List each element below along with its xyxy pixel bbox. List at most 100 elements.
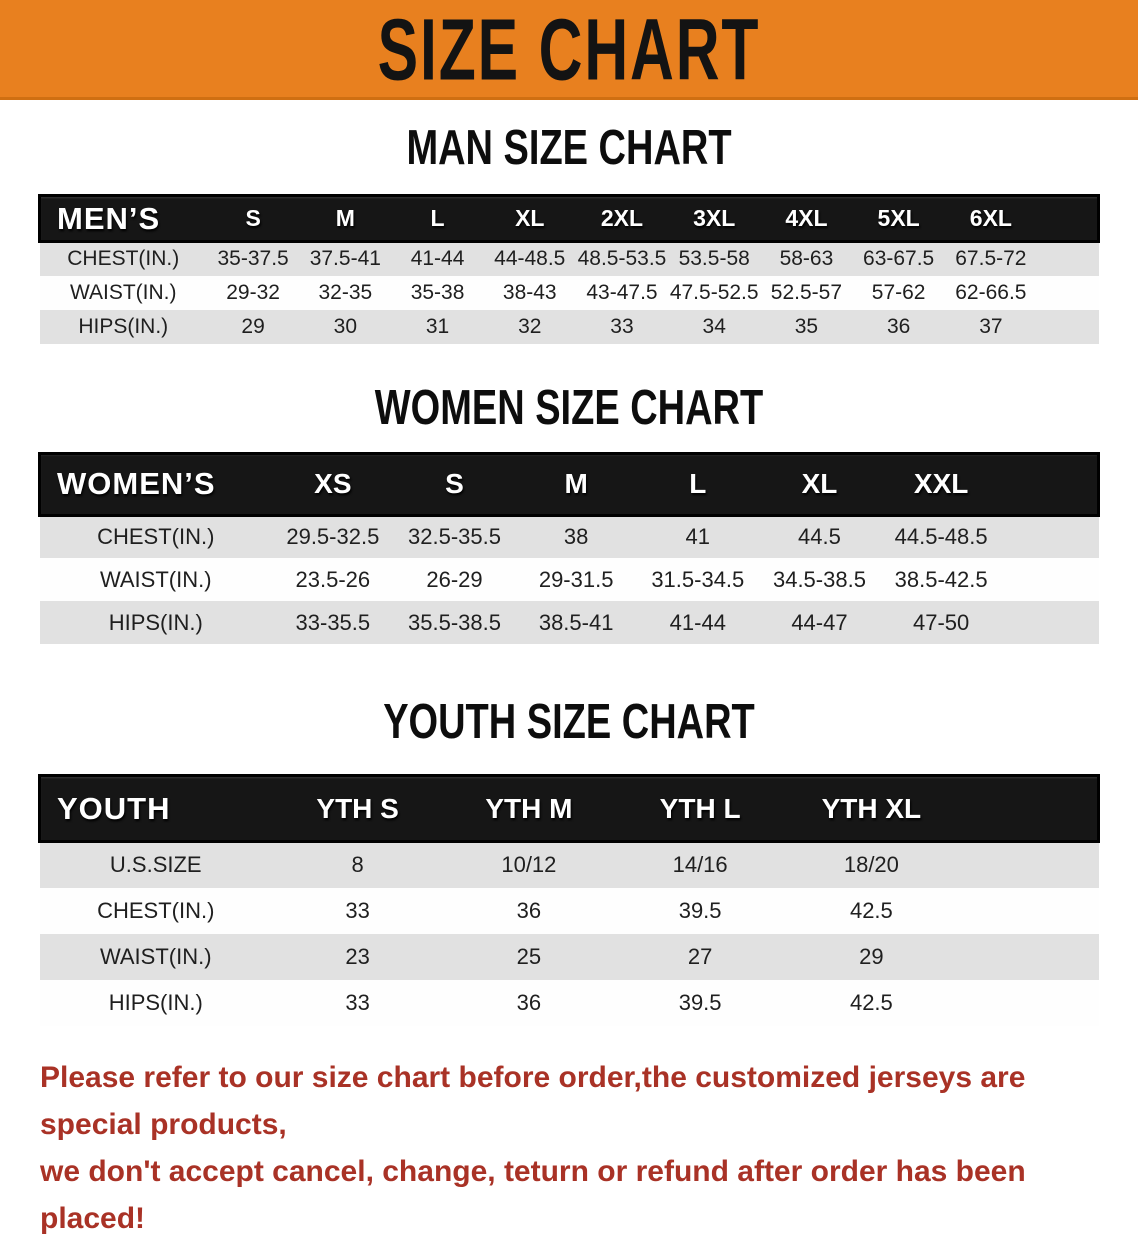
table-row: CHEST(IN.) 33 36 39.5 42.5: [39, 887, 1099, 934]
size-value-cell: 35-38: [410, 280, 465, 304]
size-value-cell: 41: [685, 524, 711, 550]
size-value-cell: 36: [516, 897, 542, 923]
measurement-label: HIPS(IN.): [78, 314, 169, 338]
header-filler: [957, 776, 1099, 842]
row-filler: [1037, 310, 1099, 344]
size-column-header: YTH XL: [821, 792, 922, 824]
measurement-label: WAIST(IN.): [69, 280, 177, 304]
size-value-cell: 37: [979, 314, 1003, 338]
disclaimer-line-1: Please refer to our size chart before or…: [40, 1060, 1026, 1141]
size-value-cell: 29: [859, 943, 884, 969]
size-value-cell: 63-67.5: [863, 247, 935, 271]
size-value-cell: 30: [333, 314, 357, 338]
table-title-cell: MEN’S: [57, 200, 161, 236]
size-value-cell: 29-31.5: [538, 566, 614, 592]
size-value-cell: 34: [702, 314, 726, 338]
size-value-cell: 27: [687, 943, 713, 969]
size-column-header: 4XL: [785, 205, 828, 231]
size-value-cell: 37.5-41: [309, 247, 381, 271]
table-title-cell: YOUTH: [57, 790, 171, 826]
size-value-cell: 42.5: [849, 897, 893, 923]
womens-size-table: WOMEN’S XS S M L XL XXL CHEST(IN.) 29.5-32.5 32.5…: [38, 452, 1100, 644]
size-column-header: XL: [515, 205, 545, 231]
size-value-cell: 33: [610, 314, 634, 338]
table-row: WAIST(IN.) 29-32 32-35 35-38 38-43 43-47.5 47.…: [39, 275, 1099, 310]
size-value-cell: 36: [516, 989, 542, 1015]
measurement-label: U.S.SIZE: [109, 852, 202, 878]
youth-size-table: YOUTH YTH S YTH M YTH L YTH XL U.S.SIZE 8 10/12…: [38, 774, 1100, 1026]
size-value-cell: 53.5-58: [678, 247, 750, 271]
measurement-label: WAIST(IN.): [99, 943, 212, 969]
size-value-cell: 44.5: [798, 524, 841, 550]
table-row: HIPS(IN.) 33 36 39.5 42.5: [39, 979, 1099, 1026]
size-column-header: S: [445, 468, 464, 499]
size-value-cell: 42.5: [849, 989, 893, 1015]
size-column-header: L: [689, 468, 707, 499]
size-column-header: 2XL: [600, 205, 644, 231]
size-value-cell: 39.5: [678, 989, 722, 1015]
size-value-cell: 38.5-41: [538, 609, 614, 635]
size-column-header: YTH L: [659, 792, 741, 824]
size-value-cell: 35: [794, 314, 819, 338]
size-value-cell: 29: [241, 314, 265, 338]
size-column-header: XS: [314, 468, 352, 499]
size-value-cell: 29-32: [226, 280, 280, 304]
table-header-row: MEN’S S M L XL 2XL 3XL 4XL 5XL 6XL: [39, 195, 1099, 242]
order-disclaimer: Please refer to our size chart before or…: [40, 1054, 1102, 1242]
size-value-cell: 31.5-34.5: [651, 566, 745, 592]
size-value-cell: 26-29: [426, 566, 483, 592]
header-filler: [1002, 453, 1099, 515]
size-value-cell: 44-47: [791, 609, 848, 635]
size-value-cell: 25: [516, 943, 542, 969]
measurement-label: HIPS(IN.): [108, 609, 203, 635]
size-chart-title: SIZE CHART: [377, 0, 761, 98]
size-value-cell: 57-62: [871, 280, 926, 304]
measurement-label: CHEST(IN.): [97, 897, 215, 923]
size-value-cell: 36: [886, 314, 911, 338]
size-column-header: XL: [801, 468, 838, 499]
row-filler: [1002, 515, 1099, 558]
size-value-cell: 32.5-35.5: [408, 524, 501, 550]
size-column-header: M: [564, 468, 588, 499]
size-value-cell: 39.5: [678, 897, 722, 923]
women-size-chart-heading: WOMEN SIZE CHART: [374, 380, 764, 435]
size-column-header: 5XL: [877, 205, 920, 231]
size-value-cell: 38-43: [502, 280, 557, 304]
size-column-header: 6XL: [969, 205, 1012, 231]
size-value-cell: 47.5-52.5: [669, 280, 759, 304]
size-value-cell: 34.5-38.5: [772, 566, 866, 592]
row-filler: [1037, 276, 1099, 310]
table-header-row: YOUTH YTH S YTH M YTH L YTH XL: [39, 775, 1099, 842]
size-column-header: L: [430, 205, 445, 231]
size-value-cell: 23: [345, 943, 370, 969]
table-row: CHEST(IN.) 35-37.5 37.5-41 41-44 44-48.5 48.5…: [39, 241, 1099, 276]
row-filler: [1002, 601, 1099, 644]
size-column-header: M: [335, 205, 355, 231]
row-filler: [1037, 242, 1099, 276]
size-value-cell: 35.5-38.5: [408, 609, 501, 635]
size-value-cell: 33: [345, 897, 370, 923]
size-value-cell: 18/20: [843, 852, 899, 878]
disclaimer-line-2: we don't accept cancel, change, teturn o…: [40, 1154, 1026, 1235]
row-filler: [957, 842, 1099, 888]
header-filler: [1037, 196, 1099, 242]
size-value-cell: 29.5-32.5: [286, 524, 380, 550]
size-value-cell: 33-35.5: [295, 609, 371, 635]
mens-size-table: MEN’S S M L XL 2XL 3XL 4XL 5XL 6XL CHEST(IN.) 35-37…: [38, 194, 1100, 344]
row-filler: [1002, 558, 1099, 601]
row-filler: [957, 980, 1099, 1026]
table-title-cell: WOMEN’S: [57, 466, 216, 501]
table-row: U.S.SIZE 8 10/12 14/16 18/20: [39, 841, 1099, 888]
size-value-cell: 47-50: [913, 609, 970, 635]
row-filler: [957, 888, 1099, 934]
measurement-label: CHEST(IN.): [97, 524, 215, 550]
size-value-cell: 10/12: [501, 852, 557, 878]
size-value-cell: 58-63: [779, 247, 834, 271]
size-value-cell: 41-44: [669, 609, 726, 635]
size-value-cell: 52.5-57: [770, 280, 843, 304]
size-value-cell: 41-44: [410, 247, 465, 271]
size-value-cell: 32: [518, 314, 542, 338]
size-value-cell: 8: [351, 852, 364, 878]
size-value-cell: 38.5-42.5: [894, 566, 988, 592]
size-value-cell: 14/16: [672, 852, 728, 878]
